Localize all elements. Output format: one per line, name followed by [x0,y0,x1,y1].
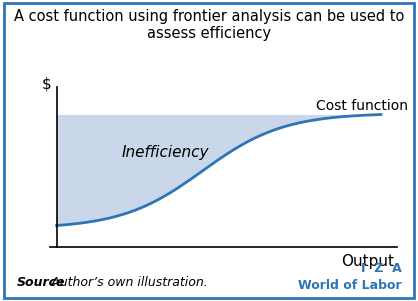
Text: Output: Output [341,254,394,269]
Text: : Author’s own illustration.: : Author’s own illustration. [43,276,208,289]
Text: I  Z  A: I Z A [361,262,401,275]
Text: Cost function: Cost function [316,99,408,113]
Text: Inefficiency: Inefficiency [122,145,209,160]
Text: World of Labor: World of Labor [298,279,401,292]
Text: Source: Source [17,276,65,289]
Text: $: $ [42,77,52,92]
Text: A cost function using frontier analysis can be used to
assess efficiency: A cost function using frontier analysis … [14,9,404,42]
